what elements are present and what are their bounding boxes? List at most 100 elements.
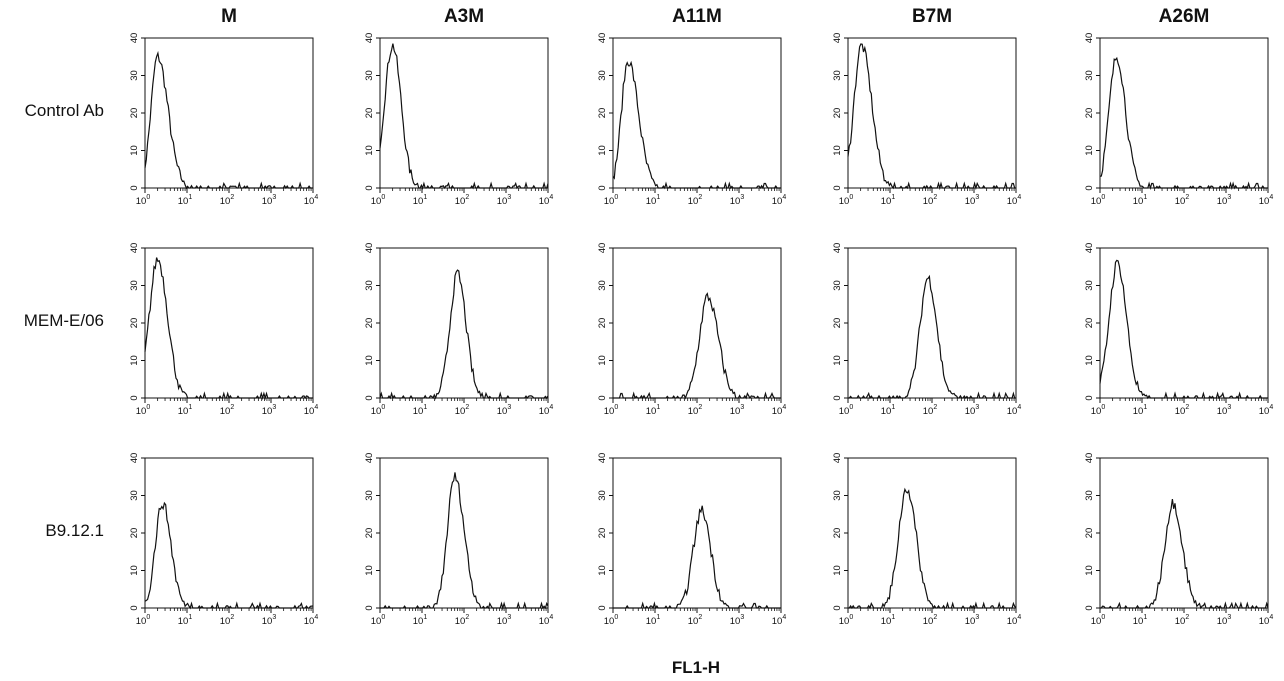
- x-tick-base: 10: [730, 616, 741, 627]
- y-tick-label: 40: [129, 453, 140, 464]
- x-tick-label: 104: [304, 194, 319, 207]
- x-tick-base: 10: [1175, 616, 1186, 627]
- x-tick-label: 103: [730, 194, 745, 207]
- x-tick-label: 100: [604, 614, 619, 627]
- x-tick-label: 103: [1217, 614, 1232, 627]
- x-tick-base: 10: [1091, 616, 1102, 627]
- x-tick-exponent: 1: [1143, 614, 1147, 621]
- x-tick-label: 100: [371, 614, 386, 627]
- x-tick-exponent: 3: [1227, 614, 1231, 621]
- x-tick-label: 102: [455, 404, 470, 417]
- x-tick-exponent: 0: [381, 194, 385, 201]
- x-tick-base: 10: [262, 196, 273, 207]
- x-tick-exponent: 1: [423, 404, 427, 411]
- column-title: B7M: [912, 6, 952, 27]
- x-tick-label: 102: [1175, 404, 1190, 417]
- x-tick-label: 101: [1133, 194, 1148, 207]
- panel-frame: [379, 247, 549, 399]
- x-tick-label: 102: [923, 404, 938, 417]
- x-tick-label: 103: [965, 194, 980, 207]
- histogram-trace: [1099, 259, 1268, 400]
- y-tick-label: 30: [364, 490, 375, 501]
- x-tick-label: 103: [497, 404, 512, 417]
- y-tick-label: 40: [364, 453, 375, 464]
- x-tick-base: 10: [539, 196, 550, 207]
- x-tick-base: 10: [220, 196, 231, 207]
- x-tick-label: 100: [136, 404, 151, 417]
- y-tick-label: 40: [1084, 243, 1095, 254]
- x-tick-label: 102: [1175, 614, 1190, 627]
- y-tick-label: 20: [1084, 528, 1095, 539]
- x-tick-exponent: 4: [314, 614, 318, 621]
- y-tick-label: 40: [832, 453, 843, 464]
- y-tick-label: 0: [1084, 605, 1095, 610]
- y-tick-label: 10: [364, 145, 375, 156]
- x-tick-exponent: 0: [146, 614, 150, 621]
- x-tick-label: 103: [1217, 194, 1232, 207]
- x-tick-base: 10: [604, 196, 615, 207]
- y-tick-label: 30: [832, 490, 843, 501]
- x-axis-title: FL1-H: [672, 658, 720, 677]
- x-tick-label: 100: [1091, 194, 1106, 207]
- x-tick-base: 10: [497, 616, 508, 627]
- histogram-trace: [380, 472, 549, 611]
- x-tick-exponent: 1: [188, 614, 192, 621]
- x-tick-exponent: 3: [740, 614, 744, 621]
- x-tick-exponent: 2: [230, 404, 234, 411]
- y-tick-label: 0: [832, 185, 843, 190]
- y-tick-label: 30: [597, 280, 608, 291]
- x-tick-base: 10: [646, 196, 657, 207]
- y-tick-label: 10: [129, 145, 140, 156]
- x-tick-label: 103: [262, 194, 277, 207]
- x-tick-exponent: 1: [656, 404, 660, 411]
- x-tick-label: 102: [688, 614, 703, 627]
- x-tick-base: 10: [604, 616, 615, 627]
- x-tick-label: 103: [497, 194, 512, 207]
- x-tick-exponent: 0: [614, 194, 618, 201]
- x-tick-label: 102: [455, 194, 470, 207]
- x-tick-label: 102: [1175, 194, 1190, 207]
- x-tick-exponent: 2: [465, 404, 469, 411]
- x-tick-base: 10: [371, 196, 382, 207]
- x-tick-base: 10: [178, 196, 189, 207]
- x-tick-label: 101: [881, 404, 896, 417]
- x-tick-label: 103: [730, 404, 745, 417]
- x-tick-label: 104: [1007, 614, 1022, 627]
- y-tick-label: 40: [832, 243, 843, 254]
- x-tick-base: 10: [1133, 616, 1144, 627]
- x-tick-base: 10: [1091, 406, 1102, 417]
- x-tick-exponent: 1: [423, 194, 427, 201]
- x-tick-label: 104: [1259, 614, 1274, 627]
- x-tick-exponent: 3: [272, 194, 276, 201]
- x-tick-exponent: 3: [507, 614, 511, 621]
- y-tick-label: 0: [597, 185, 608, 190]
- x-tick-exponent: 3: [975, 194, 979, 201]
- x-tick-exponent: 4: [1017, 404, 1021, 411]
- x-tick-label: 101: [646, 404, 661, 417]
- x-tick-base: 10: [220, 406, 231, 417]
- x-tick-base: 10: [413, 616, 424, 627]
- x-tick-base: 10: [1259, 406, 1270, 417]
- x-tick-base: 10: [136, 406, 147, 417]
- x-tick-base: 10: [304, 616, 315, 627]
- x-tick-label: 104: [772, 614, 787, 627]
- x-tick-exponent: 4: [782, 194, 786, 201]
- y-tick-label: 40: [1084, 33, 1095, 44]
- y-tick-label: 10: [1084, 145, 1095, 156]
- x-tick-label: 103: [1217, 404, 1232, 417]
- x-tick-exponent: 2: [1185, 404, 1189, 411]
- row-label: B9.12.1: [45, 521, 104, 540]
- x-tick-label: 102: [220, 194, 235, 207]
- x-tick-label: 102: [455, 614, 470, 627]
- x-tick-exponent: 3: [1227, 404, 1231, 411]
- y-tick-label: 10: [129, 355, 140, 366]
- y-tick-label: 0: [597, 605, 608, 610]
- y-tick-label: 0: [832, 605, 843, 610]
- y-tick-label: 30: [364, 70, 375, 81]
- x-tick-base: 10: [539, 616, 550, 627]
